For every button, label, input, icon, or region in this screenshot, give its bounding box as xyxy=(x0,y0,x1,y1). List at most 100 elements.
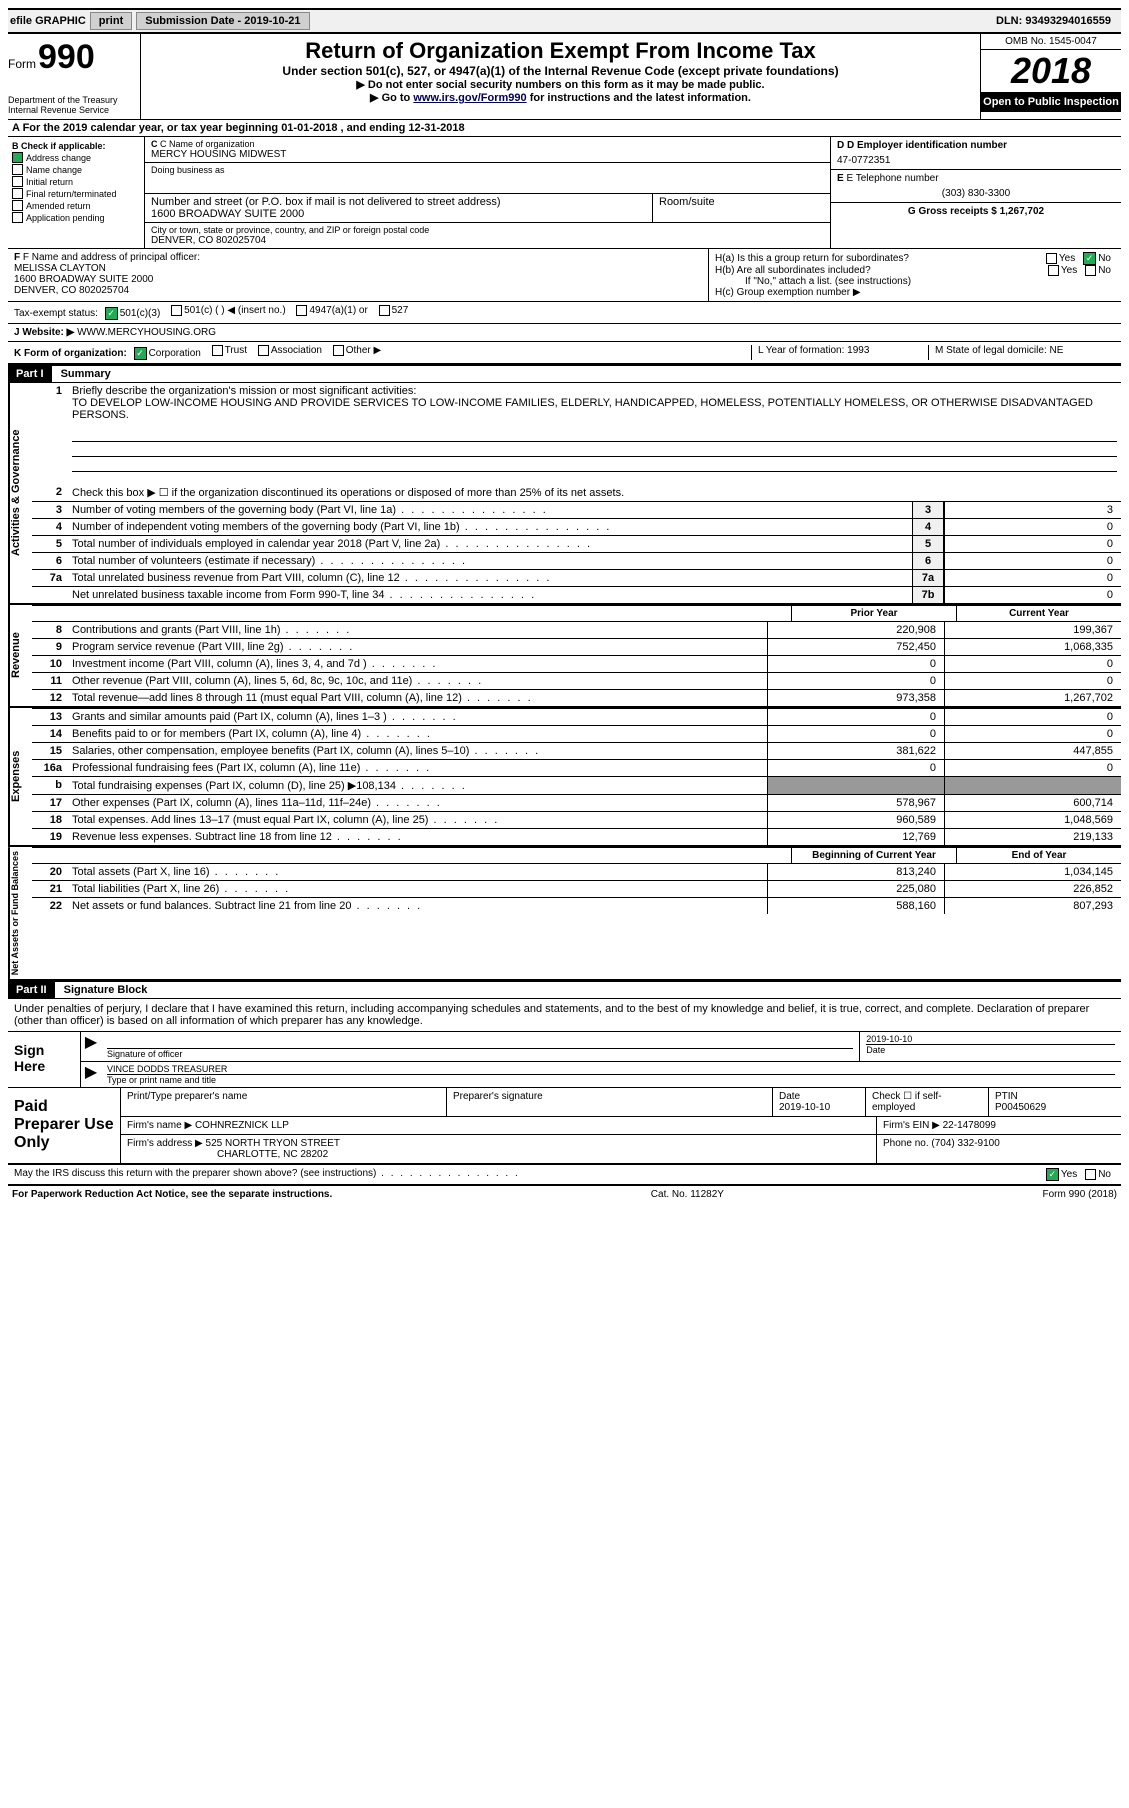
summary-line: 9Program service revenue (Part VIII, lin… xyxy=(32,638,1121,655)
exp-tab: Expenses xyxy=(8,708,32,845)
sig-officer-label: Signature of officer xyxy=(107,1049,853,1059)
501c-checkbox[interactable] xyxy=(171,305,182,316)
trust-checkbox[interactable] xyxy=(212,345,223,356)
summary-line: 17Other expenses (Part IX, column (A), l… xyxy=(32,794,1121,811)
summary-line: 11Other revenue (Part VIII, column (A), … xyxy=(32,672,1121,689)
summary-line: 10Investment income (Part VIII, column (… xyxy=(32,655,1121,672)
revenue-section: Revenue Prior Year Current Year 8Contrib… xyxy=(8,605,1121,708)
section-b-header-block: B Check if applicable: Address change Na… xyxy=(8,137,1121,249)
sig-arrow-icon: ▶ xyxy=(81,1032,101,1061)
final-return-checkbox[interactable] xyxy=(12,188,23,199)
submission-date-button[interactable]: Submission Date - 2019-10-21 xyxy=(136,12,309,30)
firm-name: COHNREZNICK LLP xyxy=(195,1120,289,1131)
other-checkbox[interactable] xyxy=(333,345,344,356)
q2-label: Check this box ▶ ☐ if the organization d… xyxy=(68,484,1121,501)
summary-line: 4Number of independent voting members of… xyxy=(32,518,1121,535)
phone-value: (303) 830-3300 xyxy=(837,188,1115,199)
efile-label: efile GRAPHIC xyxy=(10,15,86,27)
website-value: WWW.MERCYHOUSING.ORG xyxy=(77,327,216,338)
ptin-value: P00450629 xyxy=(995,1102,1046,1113)
sign-here-block: Sign Here ▶ Signature of officer 2019-10… xyxy=(8,1031,1121,1088)
ha-yes-checkbox[interactable] xyxy=(1046,253,1057,264)
527-checkbox[interactable] xyxy=(379,305,390,316)
h-a-label: H(a) Is this a group return for subordin… xyxy=(715,253,1042,264)
corporation-checkbox[interactable]: ✓ xyxy=(134,347,147,360)
year-formation: L Year of formation: 1993 xyxy=(751,345,928,360)
net-assets-section: Net Assets or Fund Balances Beginning of… xyxy=(8,847,1121,981)
self-employed-label: Check ☐ if self-employed xyxy=(866,1088,989,1116)
sig-date: 2019-10-10 xyxy=(866,1034,1115,1045)
cat-no: Cat. No. 11282Y xyxy=(651,1189,724,1200)
addr-label: Number and street (or P.O. box if mail i… xyxy=(151,196,646,208)
summary-line: 14Benefits paid to or for members (Part … xyxy=(32,725,1121,742)
name-change-checkbox[interactable] xyxy=(12,164,23,175)
dba-label: Doing business as xyxy=(151,165,824,175)
summary-line: 8Contributions and grants (Part VIII, li… xyxy=(32,621,1121,638)
header-subtitle: Under section 501(c), 527, or 4947(a)(1)… xyxy=(149,64,972,78)
omb-number: OMB No. 1545-0047 xyxy=(981,34,1121,50)
501c3-checkbox[interactable]: ✓ xyxy=(105,307,118,320)
ha-no-checkbox[interactable]: ✓ xyxy=(1083,252,1096,265)
mission-text: TO DEVELOP LOW-INCOME HOUSING AND PROVID… xyxy=(72,397,1093,421)
dept-label: Department of the Treasury Internal Reve… xyxy=(8,95,136,115)
q1-label: Briefly describe the organization's miss… xyxy=(72,385,416,397)
end-year-header: End of Year xyxy=(956,848,1121,863)
sig-arrow-icon-2: ▶ xyxy=(81,1062,101,1087)
begin-year-header: Beginning of Current Year xyxy=(791,848,956,863)
h-b-label: H(b) Are all subordinates included? xyxy=(715,265,1044,276)
part2-header: Part II Signature Block xyxy=(8,981,1121,999)
discuss-row: May the IRS discuss this return with the… xyxy=(8,1165,1121,1186)
summary-line: 5Total number of individuals employed in… xyxy=(32,535,1121,552)
form-title: Return of Organization Exempt From Incom… xyxy=(149,38,972,64)
summary-line: 21Total liabilities (Part X, line 26)225… xyxy=(32,880,1121,897)
org-name: MERCY HOUSING MIDWEST xyxy=(151,149,824,160)
open-public-badge: Open to Public Inspection xyxy=(981,92,1121,112)
paperwork-notice: For Paperwork Reduction Act Notice, see … xyxy=(12,1189,332,1200)
tax-exempt-row: Tax-exempt status: ✓501(c)(3) 501(c) ( )… xyxy=(8,302,1121,324)
website-row: J Website: ▶ WWW.MERCYHOUSING.ORG xyxy=(8,324,1121,342)
print-button[interactable]: print xyxy=(90,12,132,30)
section-b-label: B Check if applicable: xyxy=(12,141,140,151)
org-city: DENVER, CO 802025704 xyxy=(151,235,824,246)
h-c-label: H(c) Group exemption number ▶ xyxy=(715,287,1115,298)
expenses-section: Expenses 13Grants and similar amounts pa… xyxy=(8,708,1121,847)
hb-yes-checkbox[interactable] xyxy=(1048,265,1059,276)
officer-printed-name: VINCE DODDS TREASURER xyxy=(107,1064,1115,1075)
preparer-sig-label: Preparer's signature xyxy=(447,1088,773,1116)
h-note: If "No," attach a list. (see instruction… xyxy=(715,276,1115,287)
hb-no-checkbox[interactable] xyxy=(1085,265,1096,276)
firm-phone: (704) 332-9100 xyxy=(931,1138,999,1149)
prior-year-header: Prior Year xyxy=(791,606,956,621)
sig-date-label: Date xyxy=(866,1045,1115,1055)
gross-receipts: G Gross receipts $ 1,267,702 xyxy=(831,203,1121,220)
dln-label: DLN: 93493294016559 xyxy=(996,15,1119,27)
summary-line: 20Total assets (Part X, line 16)813,2401… xyxy=(32,863,1121,880)
form-header: Form 990 Department of the Treasury Inte… xyxy=(8,34,1121,120)
initial-return-checkbox[interactable] xyxy=(12,176,23,187)
row-f-block: F F Name and address of principal office… xyxy=(8,249,1121,302)
firm-ein: 22-1478099 xyxy=(943,1120,996,1131)
form-ref: Form 990 (2018) xyxy=(1043,1189,1117,1200)
4947-checkbox[interactable] xyxy=(296,305,307,316)
address-change-checkbox[interactable] xyxy=(12,152,23,163)
summary-line: 7aTotal unrelated business revenue from … xyxy=(32,569,1121,586)
amended-return-checkbox[interactable] xyxy=(12,200,23,211)
signature-declaration: Under penalties of perjury, I declare th… xyxy=(8,999,1121,1031)
discuss-no-checkbox[interactable] xyxy=(1085,1169,1096,1180)
officer-addr1: 1600 BROADWAY SUITE 2000 xyxy=(14,274,702,285)
officer-addr2: DENVER, CO 802025704 xyxy=(14,285,702,296)
paid-preparer-label: Paid Preparer Use Only xyxy=(8,1088,121,1163)
summary-line: 12Total revenue—add lines 8 through 11 (… xyxy=(32,689,1121,706)
row-a-period: A For the 2019 calendar year, or tax yea… xyxy=(8,120,1121,137)
discuss-question: May the IRS discuss this return with the… xyxy=(14,1168,1042,1181)
irs-link[interactable]: www.irs.gov/Form990 xyxy=(413,92,526,104)
association-checkbox[interactable] xyxy=(258,345,269,356)
summary-line: 13Grants and similar amounts paid (Part … xyxy=(32,708,1121,725)
discuss-yes-checkbox[interactable]: ✓ xyxy=(1046,1168,1059,1181)
ein-value: 47-0772351 xyxy=(837,155,1115,166)
officer-name: MELISSA CLAYTON xyxy=(14,263,702,274)
e-phone-label: E E Telephone number xyxy=(837,173,1115,184)
paid-preparer-block: Paid Preparer Use Only Print/Type prepar… xyxy=(8,1088,1121,1165)
form-number: 990 xyxy=(38,38,95,77)
application-pending-checkbox[interactable] xyxy=(12,212,23,223)
